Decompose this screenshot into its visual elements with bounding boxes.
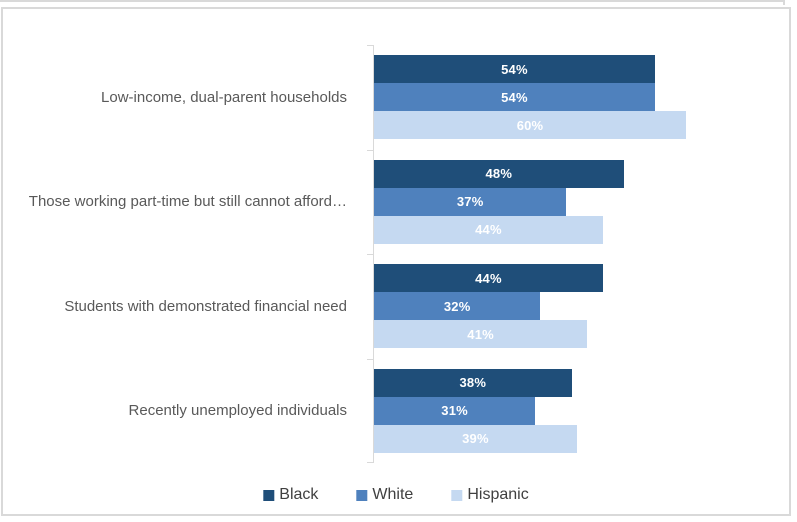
legend-swatch-white bbox=[356, 489, 368, 501]
bar-white: 37% bbox=[374, 187, 567, 216]
bar-black: 38% bbox=[374, 368, 572, 397]
value-label: 32% bbox=[443, 298, 471, 314]
bar-white: 31% bbox=[374, 396, 536, 425]
category-row: Students with demonstrated financial nee… bbox=[3, 254, 789, 359]
legend: Black White Hispanic bbox=[263, 486, 529, 504]
legend-label: Hispanic bbox=[467, 486, 529, 503]
category-row: Those working part-time but still cannot… bbox=[3, 150, 789, 255]
bar-group: 44% 32% 41% bbox=[374, 264, 738, 349]
category-row: Low-income, dual-parent households 54% 54%… bbox=[3, 45, 789, 150]
value-label: 54% bbox=[501, 89, 528, 105]
bar-group: 54% 54% 60% bbox=[374, 55, 738, 140]
category-row: Recently unemployed individuals 38% 31% 39% bbox=[3, 359, 789, 464]
bar-hispanic: 41% bbox=[374, 320, 588, 349]
value-label: 54% bbox=[501, 61, 528, 77]
legend-label: White bbox=[372, 486, 414, 503]
bar-black: 54% bbox=[374, 55, 655, 84]
axis-tick bbox=[367, 462, 374, 463]
axis-tick bbox=[367, 45, 374, 46]
value-label: 44% bbox=[475, 222, 502, 238]
bar-group: 38% 31% 39% bbox=[374, 368, 738, 453]
value-label: 60% bbox=[516, 117, 544, 133]
plot-area: Low-income, dual-parent households 54% 54%… bbox=[3, 45, 789, 463]
value-label: 44% bbox=[475, 270, 502, 286]
axis-tick bbox=[367, 358, 374, 360]
axis-tick bbox=[367, 254, 374, 255]
legend-swatch-hispanic bbox=[451, 489, 463, 501]
category-label: Those working part-time but still cannot… bbox=[28, 193, 347, 211]
category-label: Students with demonstrated financial nee… bbox=[64, 297, 347, 315]
value-label: 39% bbox=[462, 431, 489, 447]
bar-group: 48% 37% 44% bbox=[374, 159, 738, 244]
bar-rows: Low-income, dual-parent households 54% 54%… bbox=[3, 45, 789, 463]
bar-black: 48% bbox=[374, 159, 624, 188]
value-label: 48% bbox=[485, 166, 513, 182]
value-label: 31% bbox=[441, 403, 468, 419]
value-label: 37% bbox=[456, 194, 484, 210]
value-label: 38% bbox=[459, 375, 487, 391]
legend-item-hispanic: Hispanic bbox=[451, 486, 529, 504]
legend-item-black: Black bbox=[263, 486, 318, 504]
bar-black: 44% bbox=[374, 264, 603, 293]
legend-item-white: White bbox=[356, 486, 413, 504]
bar-hispanic: 44% bbox=[374, 215, 603, 244]
value-label: 41% bbox=[467, 326, 494, 342]
bar-hispanic: 39% bbox=[374, 424, 577, 453]
legend-label: Black bbox=[279, 486, 319, 503]
chart-frame: Low-income, dual-parent households 54% 54%… bbox=[1, 7, 791, 516]
bar-hispanic: 60% bbox=[374, 111, 686, 140]
bar-white: 54% bbox=[374, 83, 655, 112]
category-label: Recently unemployed individuals bbox=[128, 402, 347, 420]
legend-swatch-black bbox=[263, 489, 275, 501]
adjacent-frame-corner bbox=[783, 0, 785, 5]
axis-tick bbox=[367, 149, 374, 151]
bar-white: 32% bbox=[374, 292, 541, 321]
adjacent-frame-edge bbox=[0, 0, 785, 2]
category-label: Low-income, dual-parent households bbox=[101, 88, 347, 106]
